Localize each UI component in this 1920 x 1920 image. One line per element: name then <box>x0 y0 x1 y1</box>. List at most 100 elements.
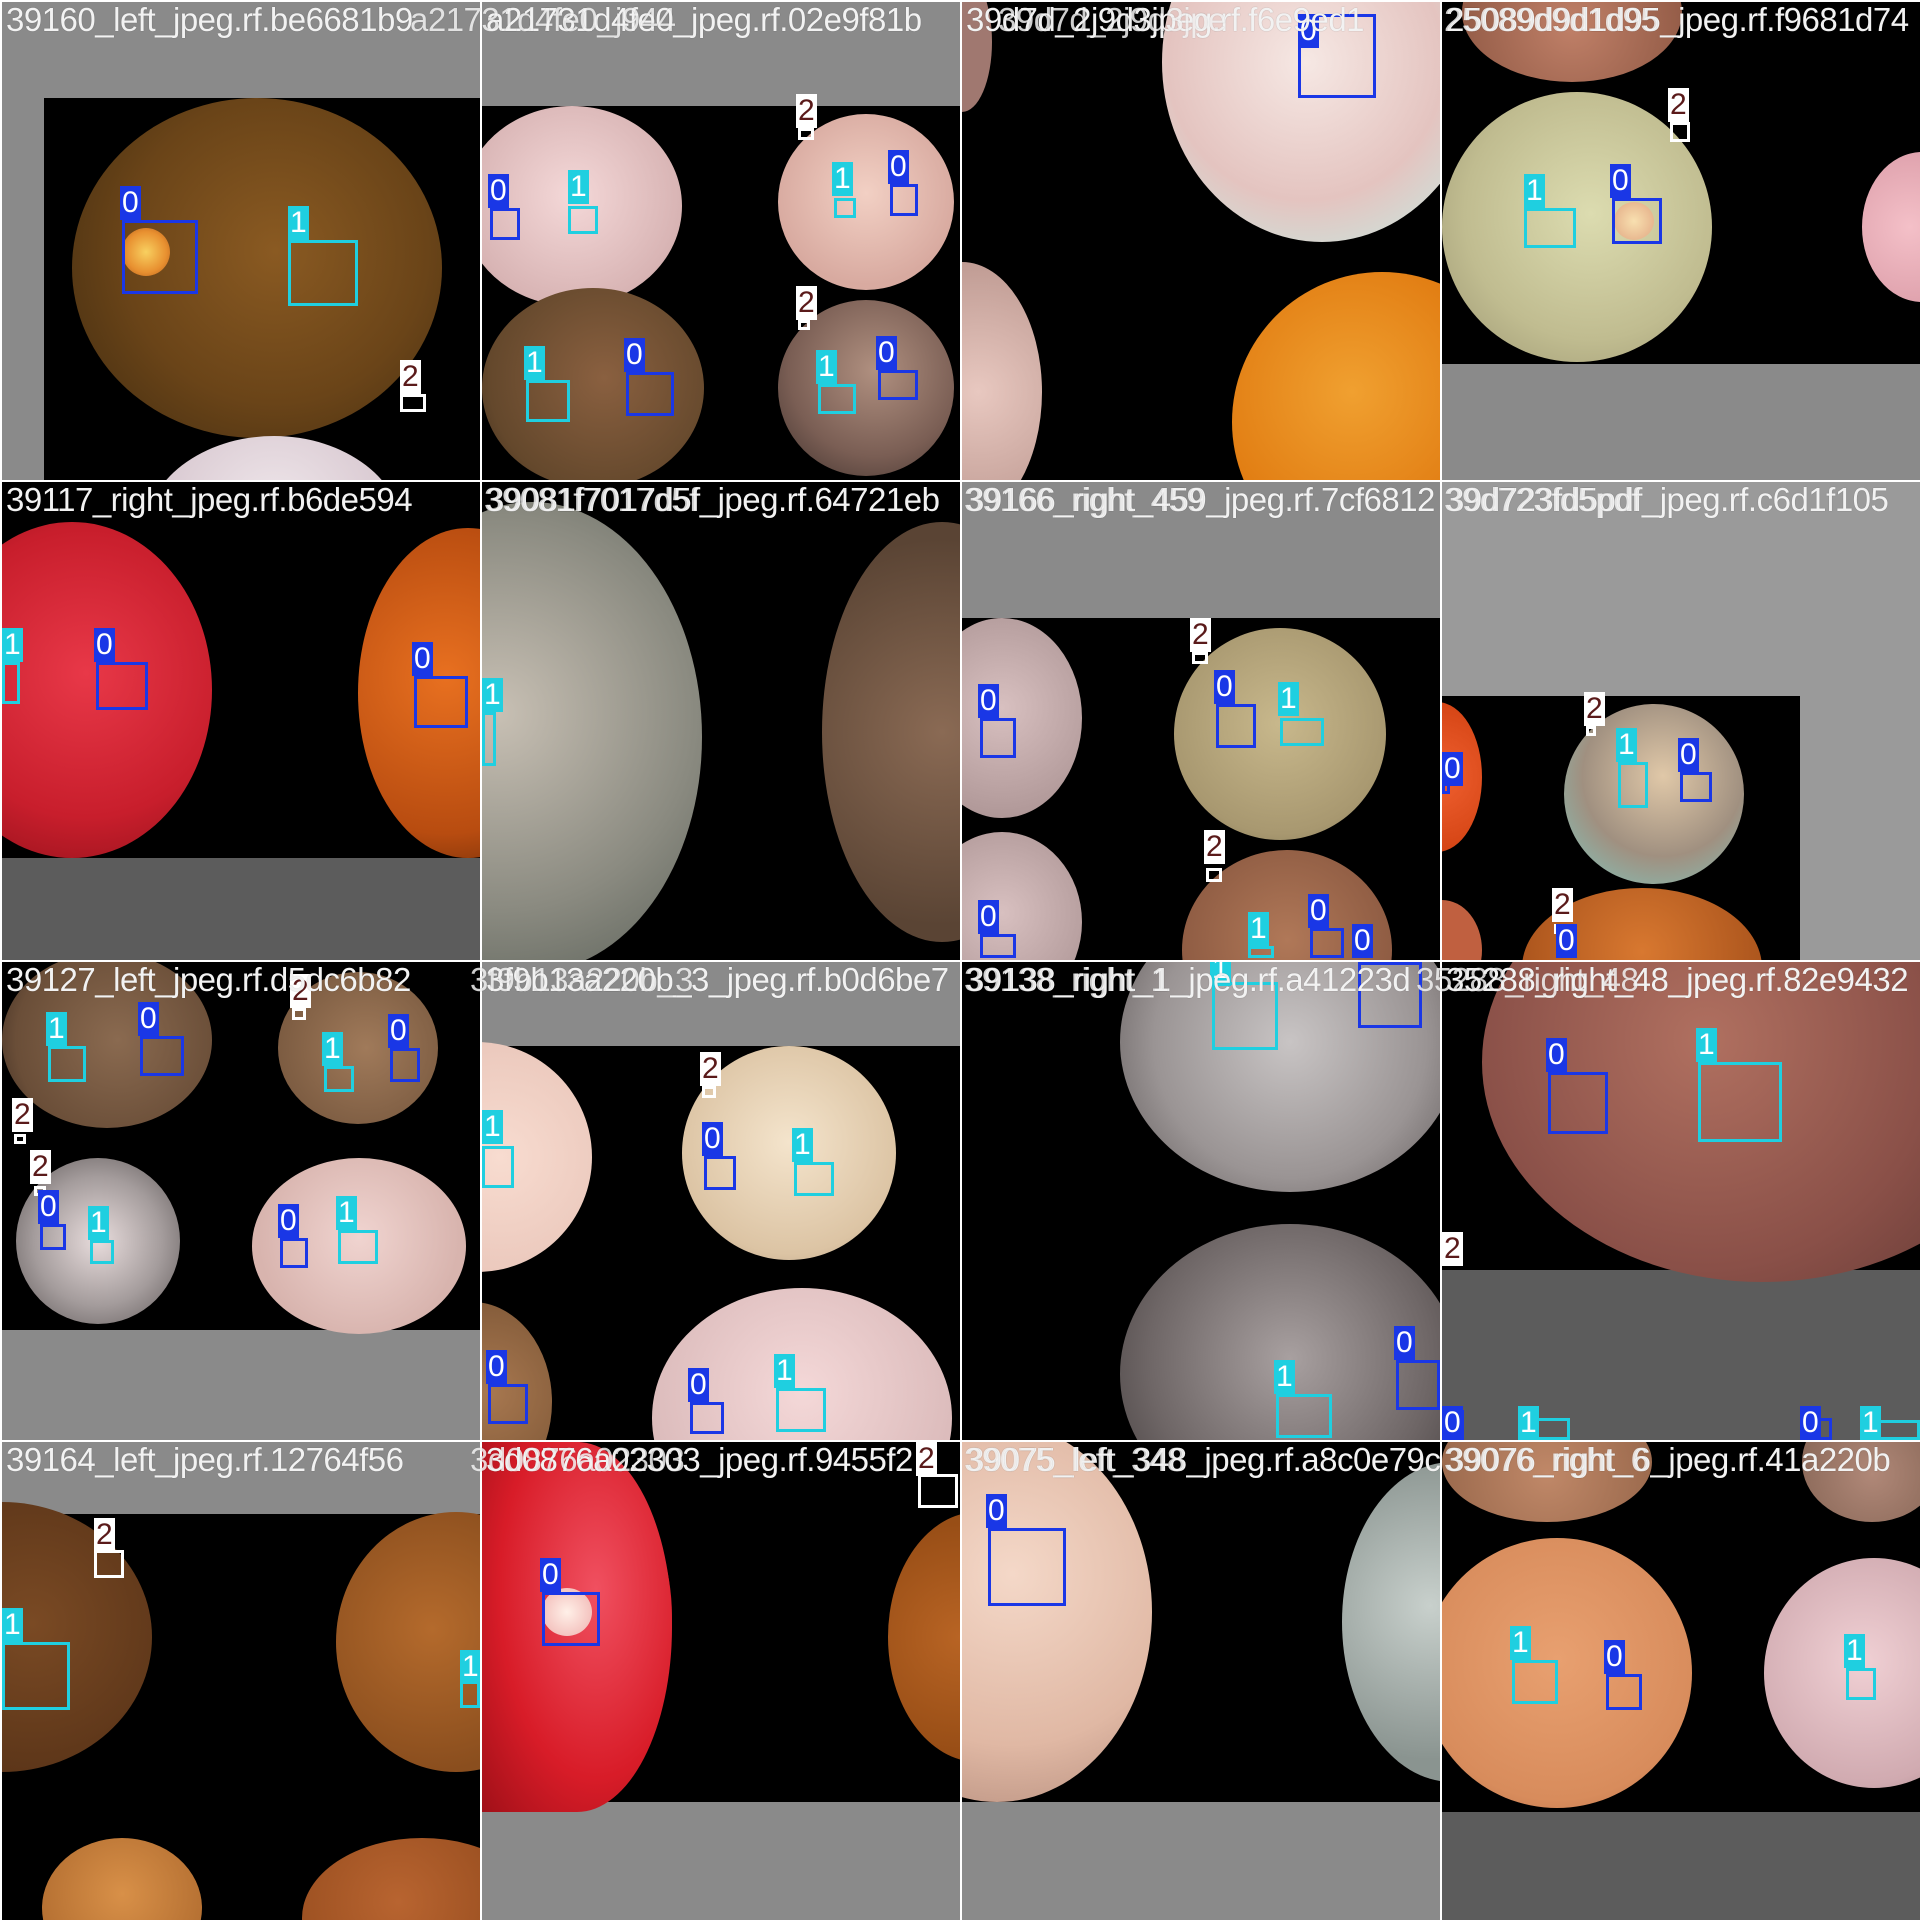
bbox-label-class1: 1 <box>46 1012 67 1046</box>
overlay-title: 3d0876a02303 <box>470 1441 685 1478</box>
bbox-class1 <box>1276 1394 1332 1438</box>
tile-8: 0 2 1 0 2 0 39d723fd5pdf_jpeg.rf.c6d1f10… <box>1442 482 1920 960</box>
bbox-label-class0: 0 <box>876 336 897 370</box>
bbox-class0 <box>490 208 520 240</box>
tile-15: 0 39075_left_348_jpeg.rf.a8c0e79c <box>962 1442 1440 1920</box>
gray-padding <box>1442 364 1920 480</box>
bbox-label-class0: 0 <box>888 150 909 184</box>
bbox-label-class2: 2 <box>916 1442 937 1476</box>
bbox-class1 <box>482 1146 514 1188</box>
bbox-label-class1: 1 <box>2 628 23 662</box>
bbox-label-class0: 0 <box>1442 752 1463 786</box>
bbox-label-class1: 1 <box>1210 962 1231 986</box>
tile-7: 2 0 1 0 2 0 1 0 0 39166_right_459_jpeg.r… <box>962 482 1440 960</box>
bbox-label-class1: 1 <box>1844 1634 1865 1668</box>
tile-5: 1 0 0 39117_right_jpeg.rf.b6de594 <box>2 482 480 960</box>
bbox-label-class0: 0 <box>1610 164 1631 198</box>
gray-padding <box>1442 1270 1920 1440</box>
bbox-class1 <box>2 662 20 704</box>
bbox-class2 <box>1206 868 1222 882</box>
optic-disc <box>122 228 170 276</box>
bbox-class0 <box>414 676 468 728</box>
bbox-class1 <box>776 1388 826 1432</box>
bbox-label-class0: 0 <box>486 1350 507 1384</box>
bbox-class1 <box>834 198 856 218</box>
bbox-class1 <box>48 1046 86 1082</box>
bbox-label-class0: 0 <box>1546 1038 1567 1072</box>
gray-padding <box>962 482 1440 618</box>
bbox-label-class2: 2 <box>30 1150 51 1184</box>
bbox-label-class1: 1 <box>1274 1360 1295 1394</box>
gray-padding <box>1442 1812 1920 1920</box>
bbox-label-class1: 1 <box>482 1110 503 1144</box>
tile-title: 39166_right_459_jpeg.rf.7cf6812 <box>966 482 1435 518</box>
bbox-class1 <box>2 1642 70 1710</box>
bbox-label-class1: 1 <box>482 678 503 712</box>
fundus-image <box>1442 92 1712 362</box>
bbox-class0 <box>488 1384 528 1424</box>
overlay-title: a21731d4fe0_j944 <box>410 1 676 38</box>
tile-2: 0 1 2 1 0 2 1 0 1 0 a21731d4fe0_jpeg.rf.… <box>482 2 960 480</box>
bbox-class1 <box>1524 208 1576 248</box>
bbox-label-class1: 1 <box>832 162 853 196</box>
bbox-class0 <box>1612 198 1662 244</box>
bbox-class0 <box>40 1224 66 1250</box>
bbox-class2 <box>1670 122 1690 142</box>
fundus-image <box>1442 900 1482 960</box>
bbox-label-class1: 1 <box>1696 1028 1717 1062</box>
bbox-class1 <box>1698 1062 1782 1142</box>
optic-disc <box>542 1588 592 1636</box>
bbox-class0 <box>690 1402 724 1434</box>
tile-title: 3d0876a02303_jpeg.rf.9455f2 <box>486 1442 913 1478</box>
overlay-title: 39081f7017d5f <box>484 481 698 518</box>
bbox-class2 <box>798 128 814 140</box>
tile-1: 0 1 2 39160_left_jpeg.rf.be6681b9 <box>2 2 480 480</box>
tile-title: 39127_left_jpeg.rf.d5dc6b82 <box>6 962 411 998</box>
bbox-class0 <box>1310 928 1344 958</box>
bbox-class2 <box>94 1550 124 1578</box>
fundus-image <box>2 1502 152 1772</box>
image-area <box>44 98 480 480</box>
bbox-class2 <box>702 1086 716 1098</box>
gray-padding <box>1800 482 1920 960</box>
tile-title: 39081f7017d5f_jpeg.rf.64721eb <box>486 482 940 518</box>
bbox-class0 <box>980 718 1016 758</box>
tile-title: 39076_right_6_jpeg.rf.41a220b <box>1446 1442 1891 1478</box>
fundus-image <box>888 1512 960 1762</box>
bbox-class1 <box>288 240 358 306</box>
bbox-class0 <box>1358 962 1422 1028</box>
bbox-label-class0: 0 <box>1214 670 1235 704</box>
bbox-class0 <box>1680 772 1712 802</box>
tile-11: 1 1 0 39138_right_1_jpeg.rf.a41223d <box>962 962 1440 1440</box>
bbox-label-class2: 2 <box>1552 888 1573 922</box>
fundus-image <box>1862 152 1920 302</box>
bbox-class2 <box>14 1134 26 1144</box>
bbox-label-class0: 0 <box>1394 1326 1415 1360</box>
bbox-class1 <box>526 380 570 422</box>
bbox-class0 <box>96 662 148 710</box>
overlay-title: 39166_right_459 <box>964 481 1205 518</box>
bbox-label-class2: 2 <box>94 1518 115 1552</box>
bbox-label-class2: 2 <box>290 974 311 1008</box>
bbox-label-class0: 0 <box>1298 14 1319 48</box>
bbox-class1 <box>324 1066 354 1092</box>
bbox-label-class2: 2 <box>796 94 817 128</box>
bbox-label-class1: 1 <box>322 1032 343 1066</box>
bbox-label-class1: 1 <box>460 1650 480 1684</box>
tile-title: 35288_right_48_jpeg.rf.82e9432 <box>1446 962 1909 998</box>
fundus-image <box>2 962 212 1128</box>
bbox-class2 <box>918 1474 958 1508</box>
bbox-class1 <box>482 712 496 766</box>
fundus-image <box>144 436 404 480</box>
bbox-class1 <box>1618 762 1648 808</box>
bbox-label-class1: 1 <box>1510 1626 1531 1660</box>
bbox-class1 <box>1212 982 1278 1050</box>
bbox-label-class1: 1 <box>88 1206 109 1240</box>
tile-9: 1 0 2 1 0 2 2 0 1 0 1 39127_left_jpeg.rf… <box>2 962 480 1440</box>
bbox-label-class0: 0 <box>1678 738 1699 772</box>
bbox-label-class2: 2 <box>1204 830 1225 864</box>
bbox-class0 <box>1396 1360 1440 1410</box>
bbox-label-class1: 1 <box>1518 1406 1539 1440</box>
bbox-label-class1: 1 <box>792 1128 813 1162</box>
